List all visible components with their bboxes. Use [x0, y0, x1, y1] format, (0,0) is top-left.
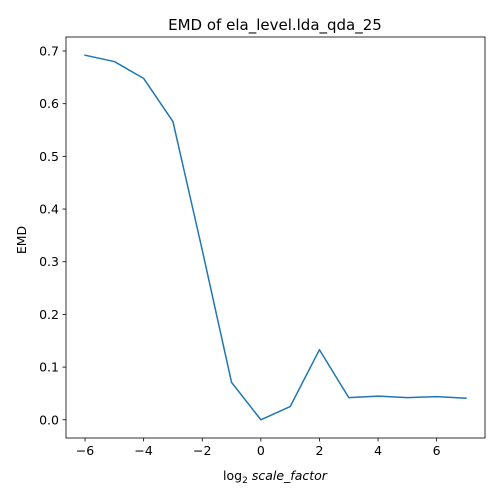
y-tick-label: 0.2: [39, 307, 59, 322]
x-axis: −6 −4 −2 0 2 4 6: [76, 438, 441, 458]
y-tick-label: 0.7: [39, 44, 59, 59]
x-tick-label: −6: [76, 443, 94, 458]
x-tick-label: −2: [193, 443, 211, 458]
x-tick-label: −4: [134, 443, 152, 458]
plot-frame: [65, 36, 486, 439]
y-axis-label: EMD: [14, 226, 29, 254]
y-tick-label: 0.4: [39, 202, 59, 217]
y-tick-label: 0.6: [39, 96, 59, 111]
y-tick-label: 0.1: [39, 360, 59, 375]
y-tick-label: 0.0: [39, 412, 59, 427]
y-tick-label: 0.3: [39, 254, 59, 269]
x-axis-label-variable: scale_factor: [252, 468, 328, 483]
x-axis-label-log: log: [223, 468, 242, 483]
x-tick-label: 6: [433, 443, 441, 458]
x-tick-label: 0: [257, 443, 265, 458]
x-axis-label-base: 2: [242, 476, 248, 486]
x-axis-label: log2 scale_factor: [223, 468, 328, 486]
plot-area: [65, 36, 486, 439]
y-axis: 0.0 0.1 0.2 0.3 0.4 0.5 0.6 0.7: [39, 44, 66, 427]
y-tick-label: 0.5: [39, 149, 59, 164]
x-tick-label: 2: [315, 443, 323, 458]
chart-title: EMD of ela_level.lda_qda_25: [168, 16, 382, 35]
series-line: [84, 54, 467, 421]
x-tick-label: 4: [374, 443, 382, 458]
